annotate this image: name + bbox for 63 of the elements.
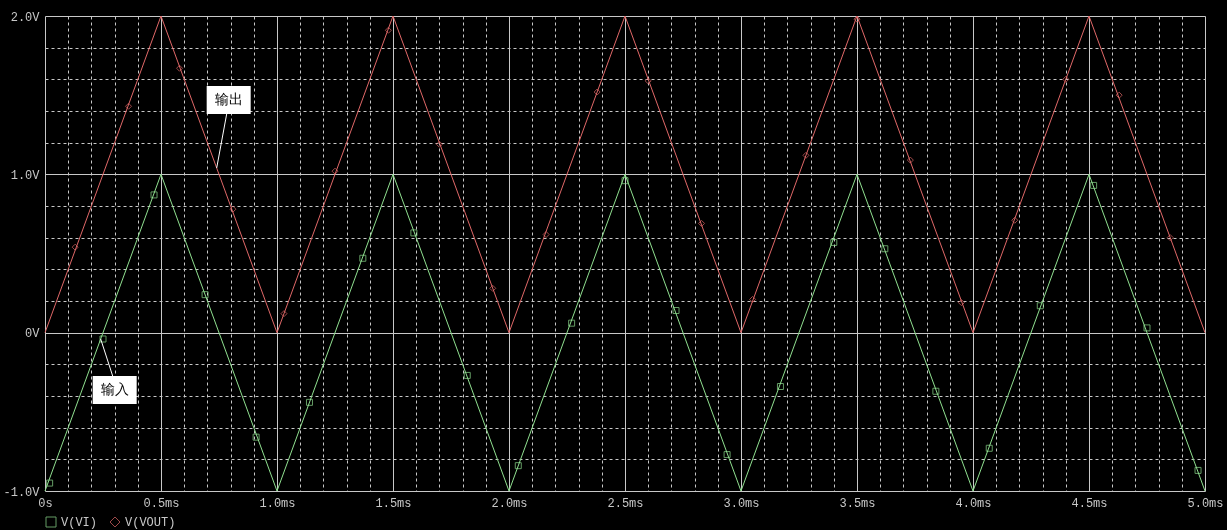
x-tick-label: 1.0ms (259, 496, 296, 511)
point (1062, 75, 1070, 83)
x-tick-label: 1.5ms (375, 496, 412, 511)
point (514, 462, 522, 470)
point (644, 77, 652, 85)
point (489, 284, 497, 292)
point (881, 245, 889, 253)
point (723, 451, 731, 459)
x-tick-label: 3.0ms (723, 496, 760, 511)
point (71, 243, 79, 251)
point (542, 231, 550, 238)
x-tick-label: 0s (38, 496, 53, 511)
annotation: 输出 (214, 91, 243, 107)
x-tick-label: 4.5ms (1071, 496, 1108, 511)
legend-label: V(VI) (61, 516, 98, 530)
point (1036, 302, 1044, 310)
point (150, 191, 158, 199)
point (46, 479, 54, 487)
point (384, 26, 392, 34)
point (672, 307, 680, 314)
point (568, 319, 576, 327)
point (698, 219, 706, 227)
point (1194, 466, 1202, 474)
point (1090, 181, 1098, 189)
point (932, 387, 940, 395)
point (593, 88, 601, 96)
point (1143, 324, 1151, 332)
point (853, 15, 861, 23)
point (280, 310, 288, 318)
point (621, 177, 629, 185)
y-tick-label: 1.0V (10, 168, 41, 183)
y-tick-label: 0V (25, 327, 41, 342)
point (176, 64, 184, 72)
point (331, 167, 339, 175)
point (359, 254, 367, 262)
point (252, 433, 260, 441)
x-tick-label: 5.0ms (1187, 496, 1224, 511)
x-tick-label: 2.5ms (607, 496, 644, 511)
point (749, 295, 757, 303)
point (1115, 91, 1123, 99)
point (906, 156, 914, 164)
point (229, 205, 237, 213)
point (776, 383, 784, 390)
legend-label: V(VOUT) (125, 516, 176, 530)
point (802, 151, 810, 159)
point (463, 371, 471, 379)
point (305, 398, 313, 406)
point (957, 299, 965, 307)
annotation: 输入 (100, 381, 129, 397)
point (830, 238, 838, 246)
point (435, 140, 443, 148)
x-tick-label: 2.0ms (491, 496, 528, 511)
point (1166, 234, 1174, 242)
point (1011, 216, 1019, 224)
x-tick-label: 4.0ms (955, 496, 992, 511)
x-tick-label: 0.5ms (143, 496, 180, 511)
point (410, 229, 418, 237)
point (201, 291, 209, 299)
point (99, 335, 107, 343)
point (125, 102, 133, 110)
point (985, 444, 993, 452)
x-tick-label: 3.5ms (839, 496, 876, 511)
y-tick-label: 2.0V (10, 10, 41, 25)
